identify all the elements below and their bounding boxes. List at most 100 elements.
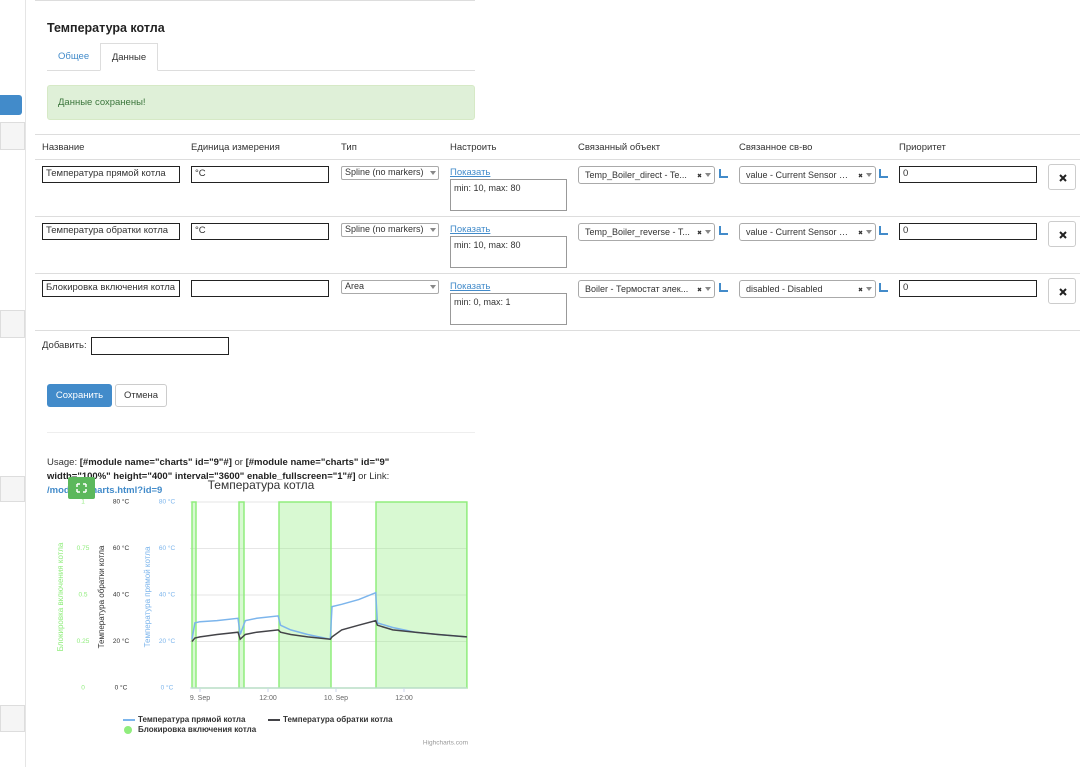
- config-textarea[interactable]: min: 10, max: 80: [450, 236, 567, 268]
- clear-icon: [1059, 231, 1067, 239]
- link-icon[interactable]: [879, 283, 888, 292]
- add-label: Добавить:: [42, 340, 87, 351]
- object-select[interactable]: Boiler - Термостат элек...: [578, 280, 715, 298]
- link-icon[interactable]: [879, 226, 888, 235]
- cross: [858, 173, 863, 178]
- clear-icon: [858, 173, 863, 178]
- sidebar-button[interactable]: [0, 95, 22, 115]
- sidebar-panel: [0, 310, 25, 338]
- priority-input[interactable]: 0: [899, 166, 1037, 183]
- delete-button[interactable]: [1048, 278, 1076, 304]
- clear-icon: [697, 230, 702, 235]
- y-tick-label: 60 °C: [113, 544, 130, 552]
- y-tick-label: 40 °C: [113, 591, 130, 599]
- tab-active[interactable]: Данные: [100, 43, 158, 71]
- clear-icon: [1059, 174, 1067, 182]
- link-icon[interactable]: [719, 283, 728, 292]
- clear-icon: [1059, 288, 1067, 296]
- config-textarea[interactable]: min: 10, max: 80: [450, 179, 567, 211]
- link-icon[interactable]: [879, 169, 888, 178]
- y-tick-label: 0 °C: [115, 684, 128, 692]
- type-select[interactable]: Spline (no markers): [341, 166, 439, 180]
- unit-input[interactable]: °C: [191, 166, 329, 183]
- priority-input[interactable]: 0: [899, 223, 1037, 240]
- save-button[interactable]: Сохранить: [47, 384, 112, 407]
- x-tick-label: 12:00: [395, 695, 413, 702]
- y-tick-label: 20 °C: [113, 637, 130, 645]
- legend-label: Блокировка включения котла: [138, 725, 257, 734]
- clear-icon: [697, 287, 702, 292]
- type-select[interactable]: Spline (no markers): [341, 223, 439, 237]
- delete-button[interactable]: [1048, 164, 1076, 190]
- chart: Температура котла Highcharts.com 0 0.25 0.…: [56, 478, 468, 747]
- cross: [697, 230, 702, 235]
- cross: [697, 173, 702, 178]
- show-link[interactable]: Показать: [450, 281, 491, 292]
- show-link[interactable]: Показать: [450, 167, 491, 178]
- usage-link[interactable]: /module/charts.html?id=9: [47, 484, 163, 496]
- y-axis-title: Температура обратки котла: [97, 545, 106, 648]
- legend-label: Температура обратки котла: [283, 715, 393, 724]
- usage-code: [#module name="charts" id="9" width="100…: [47, 456, 390, 482]
- fullscreen-icon: [76, 483, 87, 493]
- link-icon[interactable]: [719, 169, 728, 178]
- usage-link-prefix: or Link:: [358, 470, 390, 482]
- property-select[interactable]: disabled - Disabled: [739, 280, 876, 298]
- y-tick-label: 1: [81, 499, 85, 506]
- priority-input[interactable]: 0: [899, 280, 1037, 297]
- dropdown-arrow: [705, 287, 711, 291]
- unit-input[interactable]: [191, 280, 329, 297]
- fullscreen-button[interactable]: [68, 477, 95, 499]
- link-icon[interactable]: [719, 226, 728, 235]
- usage-text: Usage: [#module name="charts" id="9"#] o…: [47, 456, 447, 498]
- tab[interactable]: Общее: [58, 51, 90, 62]
- type-select[interactable]: Area: [341, 280, 439, 294]
- unit-input[interactable]: °C: [191, 223, 329, 240]
- column-header: Приоритет: [899, 142, 946, 153]
- y-axis-title: Температура прямой котла: [143, 546, 152, 647]
- cancel-button[interactable]: Отмена: [115, 384, 167, 407]
- property-select[interactable]: value - Current Sensor V...: [739, 223, 876, 241]
- usage-code: [#module name="charts" id="9"#]: [79, 456, 232, 468]
- delete-button[interactable]: [1048, 221, 1076, 247]
- usage-prefix: Usage:: [47, 456, 78, 468]
- y-tick-label: 0.75: [77, 545, 90, 552]
- y-axis-title: Блокировка включения котла: [56, 542, 65, 651]
- dropdown-arrow: [866, 230, 872, 234]
- legend-symbol: [124, 726, 132, 734]
- property-select[interactable]: value - Current Sensor V...: [739, 166, 876, 184]
- row-border: [35, 330, 1080, 331]
- cross: [858, 287, 863, 292]
- column-header: Настроить: [450, 142, 497, 153]
- object-select[interactable]: Temp_Boiler_reverse - T...: [578, 223, 715, 241]
- cross: [858, 230, 863, 235]
- clear-icon: [858, 287, 863, 292]
- x-tick-label: 10. Sep: [324, 695, 348, 702]
- add-input[interactable]: [91, 337, 229, 355]
- column-header: Название: [42, 142, 85, 153]
- config-textarea[interactable]: min: 0, max: 1: [450, 293, 567, 325]
- chart-title: Температура котла: [208, 478, 315, 492]
- row-border: [35, 216, 1080, 217]
- column-header: Связанный объект: [578, 142, 661, 153]
- column-header: Единица измерения: [191, 142, 280, 153]
- y-tick-label: 20 °C: [159, 637, 176, 645]
- object-select[interactable]: Temp_Boiler_direct - Te...: [578, 166, 715, 184]
- name-input[interactable]: Температура обратки котла: [42, 223, 180, 240]
- name-input[interactable]: Блокировка включения котла: [42, 280, 180, 297]
- panel-title: Температура котла: [47, 21, 165, 35]
- y-tick-label: 0.5: [78, 592, 87, 599]
- clear-icon: [697, 173, 702, 178]
- top-border: [35, 0, 475, 1]
- show-link[interactable]: Показать: [450, 224, 491, 235]
- sidebar-panel: [0, 476, 25, 502]
- sidebar-panel: [0, 122, 25, 150]
- dropdown-arrow: [430, 228, 436, 232]
- y-tick-label: 0: [81, 685, 85, 692]
- y-tick-label: 60 °C: [159, 544, 176, 552]
- name-input[interactable]: Температура прямой котла: [42, 166, 180, 183]
- dropdown-arrow: [866, 287, 872, 291]
- cross: [1059, 174, 1067, 182]
- dropdown-arrow: [705, 173, 711, 177]
